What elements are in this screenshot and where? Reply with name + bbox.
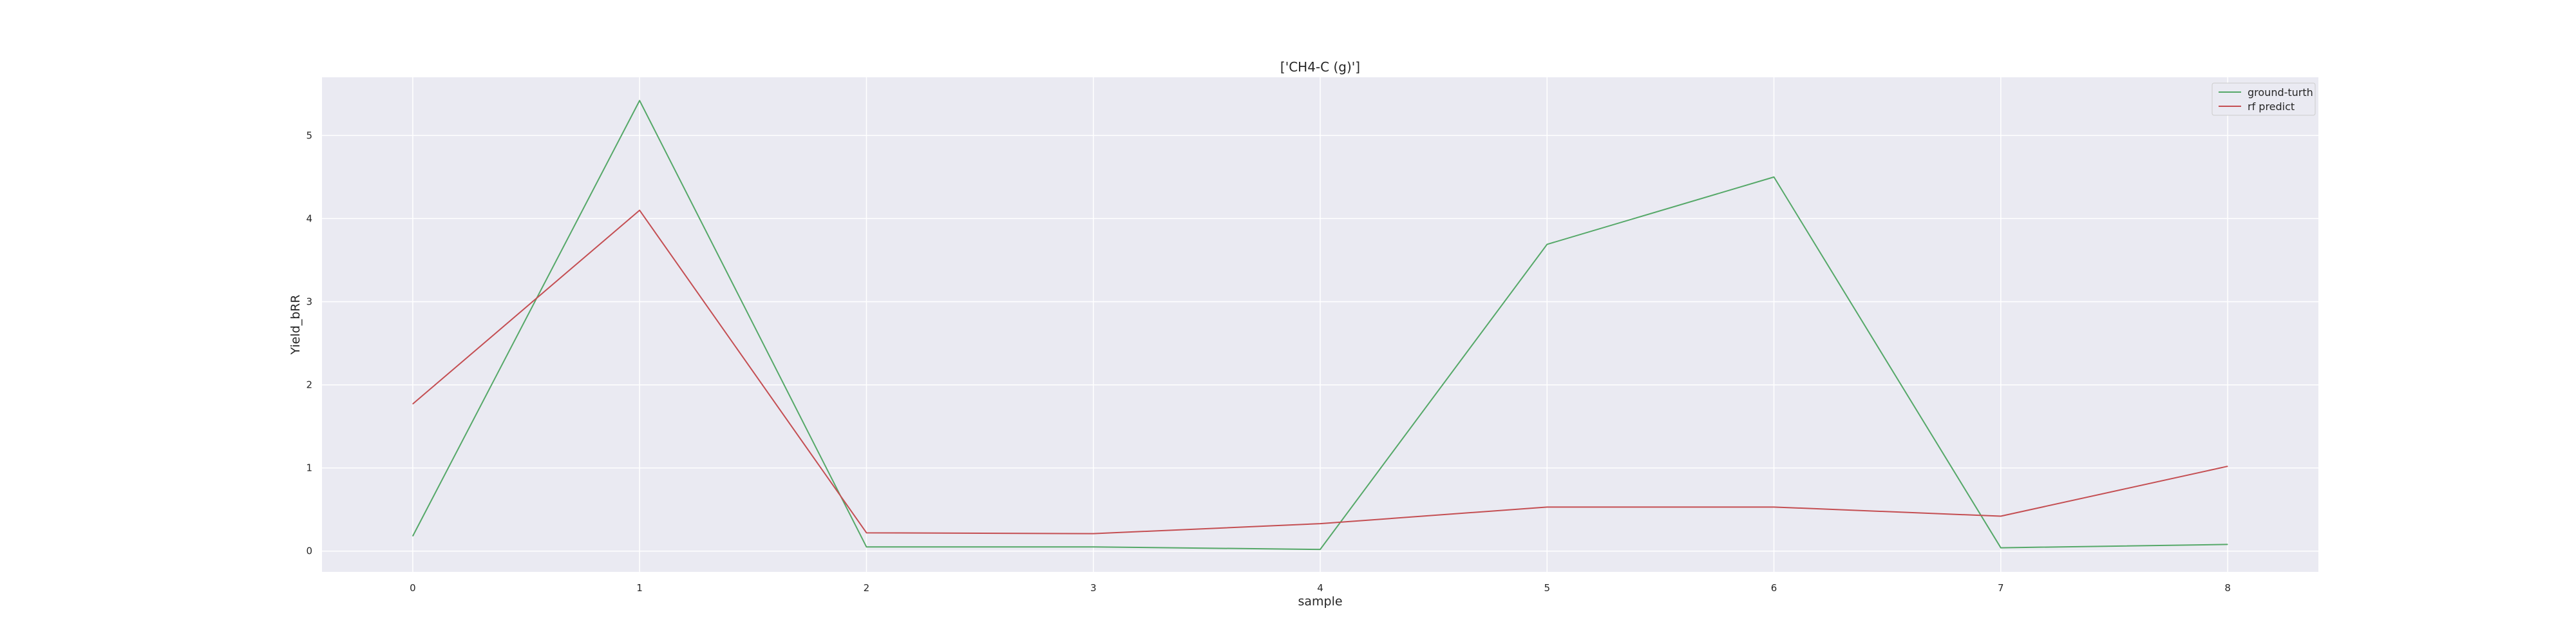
y-tick-label: 0 [306,545,312,557]
y-axis-label: Yield_bRR [289,294,303,355]
y-tick-label: 3 [306,296,312,308]
x-tick-label: 0 [410,582,416,594]
y-tick-label: 4 [306,213,312,224]
x-tick-label: 2 [864,582,870,594]
data-point-rf-predict [1093,533,1094,535]
x-tick-labels: 0 1 2 3 4 5 6 7 8 [410,582,2231,594]
y-tick-label: 5 [306,129,312,141]
legend-box [2211,82,2316,116]
data-point-rf-predict [639,210,640,211]
data-point-ground-turth [1320,549,1321,550]
x-tick-label: 1 [636,582,643,594]
y-tick-label: 1 [306,462,312,474]
chart-title: ['CH4-C (g)'] [1280,59,1360,75]
y-tick-label: 2 [306,379,312,391]
y-tick-labels: 0 1 2 3 4 5 [306,129,312,556]
legend-label-rf-predict: rf predict [2248,100,2295,113]
x-tick-label: 7 [1998,582,2004,594]
data-point-ground-turth [1546,243,1548,245]
x-tick-label: 5 [1544,582,1550,594]
x-axis-label: sample [1298,594,1342,609]
x-tick-label: 8 [2224,582,2231,594]
x-tick-label: 3 [1090,582,1097,594]
legend-label-ground-turth: ground-turth [2248,86,2313,99]
x-tick-label: 4 [1317,582,1323,594]
x-tick-label: 6 [1771,582,1777,594]
series-lines [412,100,2228,551]
legend: ground-turth rf predict [2211,82,2316,116]
data-point-ground-turth [639,100,640,101]
data-point-ground-turth [2000,547,2002,549]
grid [322,77,2318,572]
